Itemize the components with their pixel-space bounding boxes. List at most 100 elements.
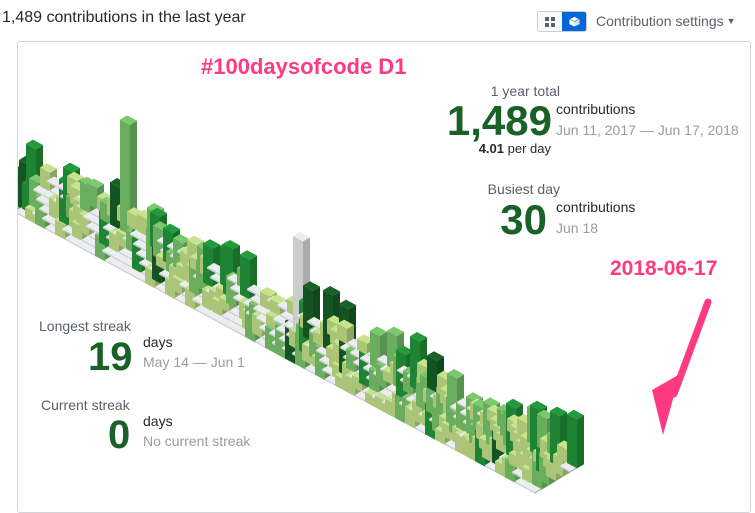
- cell-face: [325, 378, 335, 386]
- cell-face: [210, 276, 220, 284]
- cell-face: [119, 247, 136, 257]
- cell-face: [316, 349, 326, 357]
- cube-view-button[interactable]: [562, 12, 586, 31]
- cell-face: [130, 120, 137, 235]
- cell-face: [137, 213, 147, 237]
- cell-face: [105, 259, 115, 267]
- cell-face: [512, 471, 522, 479]
- busiest-day-unit: contributions: [556, 199, 636, 215]
- cell-face: [115, 261, 132, 271]
- busiest-day-value: 30: [500, 196, 547, 243]
- cell-face: [127, 211, 137, 231]
- cell-face: [370, 326, 387, 336]
- cell-face: [266, 313, 276, 330]
- cell-face: [25, 207, 35, 224]
- per-day-value: 4.01: [478, 141, 504, 156]
- cell-face: [537, 409, 554, 420]
- cube-view-icon: [568, 16, 580, 27]
- grid-view-button[interactable]: [538, 12, 562, 31]
- cell-face: [247, 284, 264, 295]
- cell-face: [347, 342, 357, 350]
- cell-face: [163, 223, 180, 234]
- cell-face: [322, 369, 332, 376]
- year-total-label: 1 year total: [490, 83, 560, 99]
- cell-face: [133, 238, 150, 249]
- cell-face: [457, 374, 464, 404]
- contribution-cell: [447, 369, 464, 404]
- cell-face: [130, 233, 140, 241]
- year-total-unit: contributions: [556, 101, 636, 117]
- contributions-heading: 1,489 contributions in the last year: [2, 9, 246, 26]
- cell-face: [87, 178, 104, 189]
- cell-face: [87, 182, 97, 210]
- cell-face: [280, 310, 297, 320]
- cell-face: [307, 316, 324, 327]
- cell-face: [207, 267, 217, 274]
- cell-face: [63, 162, 80, 173]
- cell-face: [447, 373, 457, 404]
- cell-face: [116, 230, 126, 249]
- cell-face: [377, 358, 387, 366]
- cell-face: [192, 298, 202, 306]
- cell-face: [125, 270, 135, 278]
- cell-face: [36, 198, 46, 206]
- cell-face: [260, 291, 270, 311]
- cell-face: [550, 406, 567, 417]
- cell-face: [82, 239, 92, 247]
- cell-face: [260, 287, 277, 297]
- isometric-contribution-chart: [18, 115, 584, 494]
- per-day-line: 4.01 per day: [479, 141, 551, 156]
- cell-face: [375, 395, 385, 413]
- cell-face: [156, 255, 166, 271]
- cell-face: [153, 225, 163, 261]
- cell-face: [567, 409, 584, 420]
- cell-face: [427, 355, 437, 393]
- cell-face: [227, 277, 237, 285]
- cell-face: [47, 180, 57, 188]
- cell-face: [205, 309, 222, 320]
- cell-face: [35, 195, 45, 229]
- cell-face: [203, 239, 220, 249]
- cell-face: [387, 326, 404, 337]
- current-streak-value: 0: [108, 413, 131, 457]
- contribution-cell: [337, 319, 354, 345]
- cell-face: [230, 287, 240, 295]
- cell-face: [172, 276, 182, 295]
- cell-face: [553, 454, 563, 477]
- contribution-cell: [120, 115, 137, 235]
- cell-face: [365, 391, 375, 408]
- cell-face: [383, 369, 393, 385]
- cell-face: [119, 251, 129, 259]
- cell-face: [515, 477, 532, 487]
- cell-face: [215, 319, 225, 327]
- grid-view-icon: [545, 16, 555, 27]
- cell-face: [280, 314, 290, 322]
- cell-face: [570, 466, 577, 473]
- cell-face: [83, 211, 100, 222]
- contribution-cell: [560, 461, 577, 473]
- cell-face: [187, 235, 204, 246]
- cell-face: [225, 320, 242, 331]
- cell-face: [195, 308, 205, 316]
- cell-face: [567, 414, 577, 469]
- cell-face: [225, 324, 235, 332]
- cell-face: [82, 235, 99, 245]
- longest-streak-value: 19: [88, 335, 133, 379]
- cell-face: [112, 251, 129, 262]
- cell-face: [560, 465, 570, 473]
- cell-face: [560, 461, 577, 472]
- current-streak-unit: days: [143, 413, 173, 429]
- cell-face: [303, 285, 313, 342]
- cell-face: [247, 288, 257, 296]
- cell-face: [347, 325, 354, 345]
- cell-face: [195, 304, 212, 314]
- cell-face: [270, 298, 280, 316]
- cell-face: [303, 281, 320, 291]
- cell-face: [130, 229, 147, 239]
- cell-face: [155, 286, 165, 294]
- cell-face: [232, 320, 242, 328]
- cell-face: [67, 171, 84, 182]
- cell-face: [445, 443, 455, 451]
- busiest-day-date: Jun 18: [556, 220, 599, 236]
- contribution-settings-dropdown[interactable]: Contribution settings ▼: [596, 13, 736, 29]
